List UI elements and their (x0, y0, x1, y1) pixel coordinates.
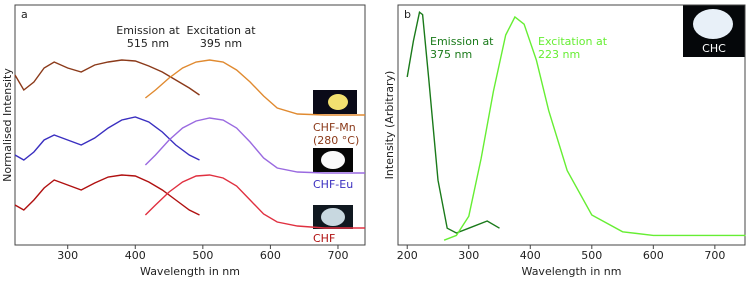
series-label: CHF (313, 232, 336, 245)
line-series (443, 15, 746, 241)
annotation: Emission at 515 nm (116, 24, 180, 50)
panel-label: b (404, 8, 411, 21)
panel-label: a (21, 8, 28, 21)
line-series (14, 116, 200, 161)
plot-frame (14, 4, 366, 246)
photo-glow (321, 151, 345, 169)
line-series (144, 59, 365, 116)
x-tick-label: 700 (327, 249, 348, 262)
series-label: CHF-Mn (280 °C) (313, 121, 360, 147)
line-series (14, 174, 200, 216)
y-axis-label: Normalised Intensity (1, 68, 14, 182)
x-axis-label: Wavelength in nm (140, 265, 240, 278)
series-label: Emission at 375 nm (430, 35, 494, 61)
annotation: CHC (702, 42, 726, 55)
x-tick-label: 300 (458, 249, 479, 262)
photo-glow (693, 9, 733, 39)
line-series (144, 174, 365, 229)
x-tick-label: 200 (397, 249, 418, 262)
line-series (406, 10, 500, 234)
x-axis-label: Wavelength in nm (522, 265, 622, 278)
line-series (144, 117, 365, 174)
x-tick-label: 700 (704, 249, 725, 262)
x-tick-label: 500 (581, 249, 602, 262)
x-tick-label: 500 (192, 249, 213, 262)
series-label: Excitation at 223 nm (538, 35, 608, 61)
x-tick-label: 400 (520, 249, 541, 262)
x-tick-label: 300 (57, 249, 78, 262)
x-tick-label: 600 (643, 249, 664, 262)
annotation: Excitation at 395 nm (186, 24, 256, 50)
line-series (14, 59, 200, 96)
x-tick-label: 600 (260, 249, 281, 262)
y-axis-label: Intensity (Arbitrary) (383, 71, 396, 180)
photo-glow (321, 208, 345, 226)
plot-frame (397, 4, 746, 246)
photo-glow (328, 94, 348, 110)
x-tick-label: 400 (125, 249, 146, 262)
series-label: CHF-Eu (313, 178, 354, 191)
